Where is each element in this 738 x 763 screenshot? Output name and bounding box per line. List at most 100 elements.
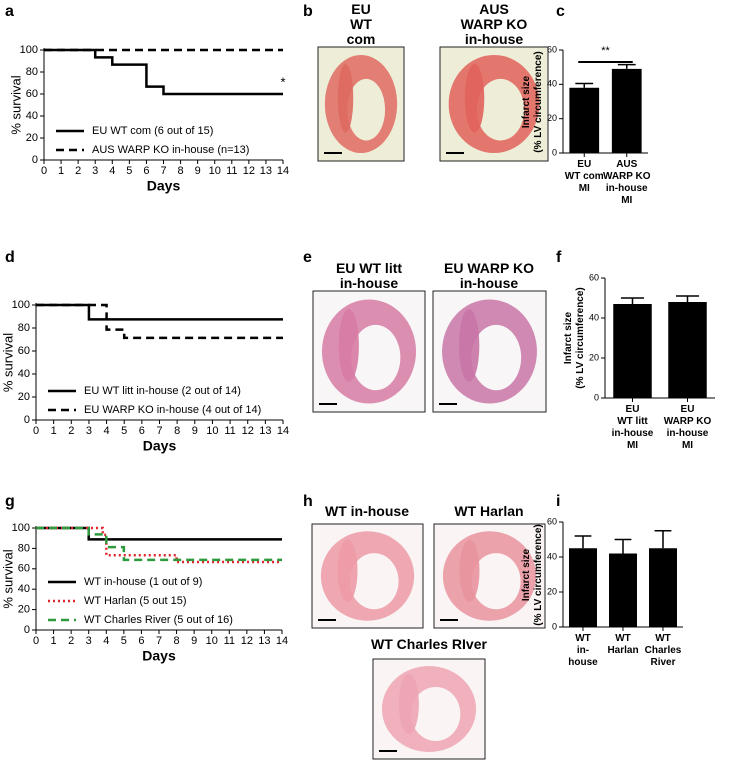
heart-wall: [337, 539, 358, 602]
x-tick-label: 5: [121, 425, 127, 437]
y-tick-label: 100: [20, 44, 38, 56]
heart-lumen: [471, 324, 522, 391]
x-tick-label: 8: [178, 165, 184, 177]
y-axis-title: % survival: [0, 549, 15, 608]
x-tick-label: 8: [174, 635, 180, 647]
y-tick-label: 40: [18, 583, 30, 595]
heart-wall: [398, 674, 419, 734]
panel-label: a: [5, 3, 14, 20]
survival-line: [36, 526, 282, 564]
panel-label: i: [556, 493, 560, 510]
y-tick-label: 100: [12, 522, 30, 534]
heart-wall: [337, 64, 354, 133]
x-axis-title: Days: [147, 178, 181, 194]
image-caption: EU WARP KO in-house: [444, 260, 534, 291]
y-tick-label: 20: [547, 113, 557, 123]
legend-label: EU WT litt in-house (2 out of 14): [84, 385, 241, 397]
y-tick-label: 40: [589, 312, 599, 322]
legend-label: AUS WARP KO in-house (n=13): [92, 144, 249, 156]
x-tick-label: WT Charles River: [644, 633, 682, 668]
y-axis-title: Infarct size (% LV circumference): [521, 523, 544, 626]
image-caption: WT in-house: [325, 503, 409, 519]
bar: [649, 548, 677, 627]
y-tick-label: 60: [26, 88, 38, 100]
x-axis-title: Days: [143, 438, 177, 454]
x-tick-label: 3: [86, 635, 92, 647]
x-tick-label: 12: [243, 165, 255, 177]
y-tick-label: 0: [594, 392, 599, 402]
bar: [611, 68, 642, 153]
x-tick-label: 10: [206, 425, 218, 437]
panel-label: b: [303, 3, 313, 20]
y-tick-label: 0: [552, 147, 557, 157]
heart-wall: [464, 64, 485, 133]
image-caption: EU WT com: [346, 1, 376, 47]
x-tick-label: 4: [103, 635, 109, 647]
x-tick-label: 11: [224, 635, 235, 647]
survival-line: [36, 526, 282, 562]
y-tick-label: 80: [18, 542, 30, 554]
x-tick-label: EU WARP KO in-house MI: [663, 404, 712, 451]
x-tick-label: 8: [174, 425, 180, 437]
x-tick-label: 14: [277, 425, 289, 437]
y-axis-title: Infarct size (% LV circumference): [563, 287, 586, 389]
x-tick-label: 14: [276, 635, 288, 647]
y-tick-label: 20: [26, 132, 38, 144]
survival-line: [44, 48, 283, 96]
x-tick-label: 9: [195, 165, 201, 177]
panel-label: e: [303, 249, 312, 266]
x-tick-label: 7: [160, 165, 166, 177]
x-axis-title: Days: [142, 648, 176, 664]
y-axis-title: % survival: [0, 333, 15, 392]
x-tick-label: 10: [209, 165, 221, 177]
heart-lumen: [476, 78, 525, 141]
x-tick-label: 9: [191, 635, 197, 647]
panel-label: d: [5, 249, 15, 266]
panel-label: g: [5, 493, 15, 510]
x-tick-label: 12: [241, 635, 253, 647]
x-tick-label: 1: [51, 635, 57, 647]
y-tick-label: 20: [18, 604, 30, 616]
y-tick-label: 20: [547, 586, 557, 596]
y-tick-label: 100: [12, 299, 30, 311]
bar: [569, 548, 597, 627]
x-tick-label: 13: [260, 165, 272, 177]
bar: [609, 553, 637, 627]
x-tick-label: 11: [226, 165, 237, 177]
x-tick-label: 6: [139, 425, 145, 437]
x-tick-label: 9: [192, 425, 198, 437]
y-tick-label: 80: [26, 66, 38, 78]
panel-label: f: [556, 249, 562, 266]
survival-line: [36, 303, 283, 321]
heart-wall: [338, 309, 359, 382]
heart-lumen: [411, 687, 461, 741]
x-tick-label: 4: [109, 165, 115, 177]
y-axis-title: % survival: [8, 75, 23, 134]
image-caption: WT Harlan: [454, 503, 524, 519]
x-tick-label: 0: [33, 635, 39, 647]
x-tick-label: WT in- house: [568, 633, 598, 668]
x-tick-label: 6: [143, 165, 149, 177]
heart-lumen: [349, 553, 399, 610]
y-tick-label: 40: [547, 79, 557, 89]
bar: [613, 304, 652, 398]
y-tick-label: 40: [18, 368, 30, 380]
x-tick-label: 14: [277, 165, 289, 177]
panel-label: c: [556, 3, 565, 20]
y-tick-label: 0: [32, 154, 38, 166]
x-tick-label: EU WT litt in-house MI: [611, 404, 654, 451]
survival-line: [36, 526, 282, 541]
heart-lumen: [347, 78, 386, 141]
x-tick-label: 13: [259, 425, 271, 437]
y-tick-label: 60: [18, 345, 30, 357]
x-tick-label: 0: [41, 165, 47, 177]
panel-label: h: [303, 493, 313, 510]
x-tick-label: 2: [68, 425, 74, 437]
y-tick-label: 60: [18, 563, 30, 575]
annotation: *: [280, 74, 285, 89]
significance-label: **: [601, 45, 610, 57]
y-tick-label: 0: [24, 414, 30, 426]
x-tick-label: 2: [68, 635, 74, 647]
